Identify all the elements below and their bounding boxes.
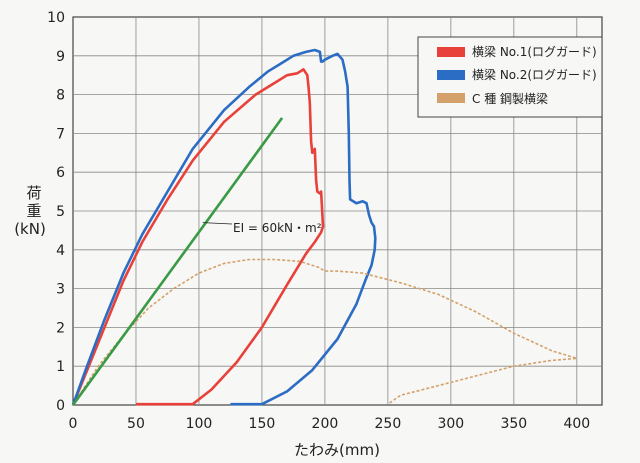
legend: 横梁 No.1(ログガード) 横梁 No.2(ログガード) C 種 鋼製横梁 <box>417 36 603 118</box>
legend-swatch-no2 <box>437 70 465 80</box>
x-tick-label: 400 <box>563 416 590 432</box>
legend-swatch-no1 <box>437 47 465 57</box>
y-tick-label: 7 <box>56 126 65 142</box>
y-axis-title-line3: (kN) <box>14 220 46 238</box>
x-tick-label: 350 <box>500 416 527 432</box>
x-tick-label: 50 <box>127 416 145 432</box>
y-tick-label: 4 <box>56 243 65 259</box>
y-tick-label: 6 <box>56 165 65 181</box>
tick-labels: 0 50 100 150 200 250 300 350 400 0 1 2 3 4 5 6 7 8 9 10 <box>47 10 590 432</box>
series-layer <box>71 48 578 406</box>
x-axis-title: たわみ(mm) <box>294 441 380 459</box>
annotation-leader-line <box>202 222 233 225</box>
legend-label-no1: 横梁 No.1(ログガード) <box>472 44 597 59</box>
y-tick-label: 1 <box>56 359 65 375</box>
x-tick-label: 0 <box>69 416 78 432</box>
x-tick-label: 150 <box>249 416 276 432</box>
series-line-c-steel <box>72 258 578 406</box>
series-line-no1 <box>71 68 325 406</box>
series-line-ei-reference <box>71 117 284 406</box>
y-tick-label: 0 <box>56 398 65 414</box>
y-tick-label: 5 <box>56 204 65 220</box>
x-tick-label: 200 <box>312 416 339 432</box>
x-tick-label: 100 <box>186 416 213 432</box>
ei-annotation: EI = 60kN・m² <box>233 221 322 235</box>
x-tick-label: 300 <box>437 416 464 432</box>
legend-label-c: C 種 鋼製横梁 <box>472 91 548 106</box>
y-axis-title-line1: 荷 <box>26 184 41 202</box>
legend-label-no2: 横梁 No.2(ログガード) <box>472 67 597 82</box>
y-tick-label: 3 <box>56 282 65 298</box>
y-tick-label: 10 <box>47 10 65 26</box>
y-tick-label: 9 <box>56 49 65 65</box>
series-line-no2 <box>71 48 377 406</box>
y-axis-title-line2: 重 <box>26 202 41 220</box>
y-tick-label: 2 <box>56 320 65 336</box>
legend-swatch-c <box>437 93 465 103</box>
x-tick-label: 250 <box>375 416 402 432</box>
y-tick-label: 8 <box>56 88 65 104</box>
